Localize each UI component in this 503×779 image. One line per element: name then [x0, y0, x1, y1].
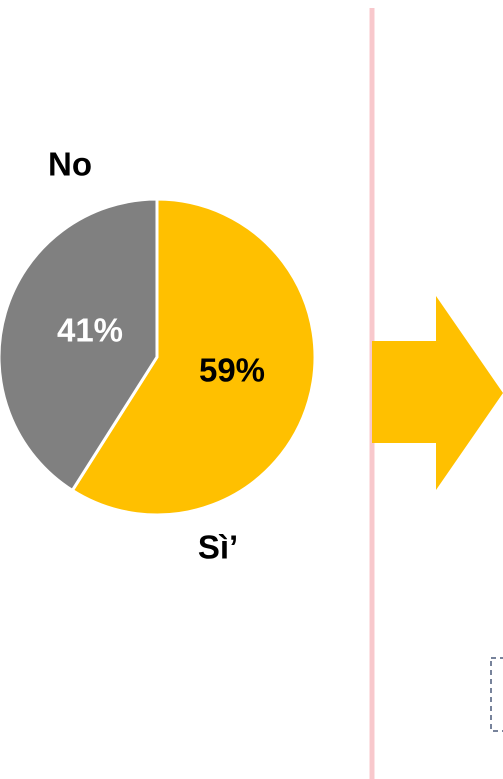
pie-slice [0, 197, 159, 493]
pie-slice [70, 197, 317, 517]
pie-chart: 59% Sì’ 41% No [0, 146, 317, 566]
dashed-box [490, 657, 503, 732]
arrow [372, 296, 503, 490]
category-label: Sì’ [198, 529, 238, 566]
category-label: No [48, 146, 92, 183]
value-label: 59% [199, 352, 265, 389]
value-label: 41% [57, 312, 123, 349]
